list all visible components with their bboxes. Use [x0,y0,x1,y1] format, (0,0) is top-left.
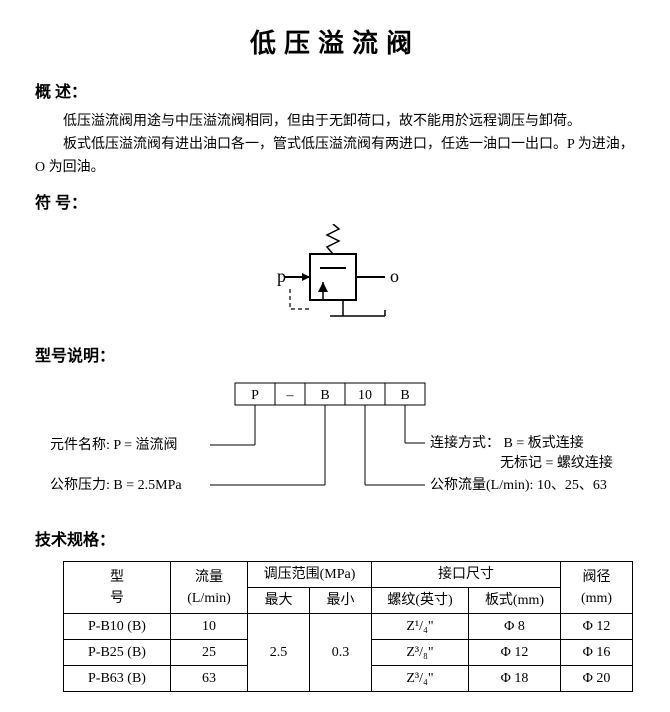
table-row: P-B10 (B) 10 2.5 0.3 Z¹/₄" Φ 8 Φ 12 [64,614,633,640]
cell-thread: Z³/₈" [372,640,469,666]
model-cell-0: P [251,388,259,403]
model-cell-1: – [286,388,295,403]
hdr-dia-bot: (mm) [569,588,624,609]
model-cell-4: B [400,388,409,403]
cell-dia: Φ 16 [561,640,633,666]
hdr-flow-top: 流量 [179,567,239,588]
cell-thread: Z³/₄" [372,666,469,692]
hdr-range: 调压范围(MPa) [248,562,372,588]
overview-p1: 低压溢流阀用途与中压溢流阀相同，但由于无卸荷口，故不能用於远程调压与卸荷。 [35,111,635,132]
hdr-port: 接口尺寸 [372,562,561,588]
cell-range-max: 2.5 [248,614,310,692]
spec-table: 型 号 流量 (L/min) 调压范围(MPa) 接口尺寸 阀径 (mm) 最大… [63,561,633,692]
cell-flow: 10 [171,614,248,640]
symbol-p-label: p [277,266,286,286]
model-head: 型号说明： [35,345,635,369]
model-left1-value: P = 溢流阀 [113,437,177,453]
hdr-dia-top: 阀径 [569,567,624,588]
overview-p2: 板式低压溢流阀有进出油口各一，管式低压溢流阀有两进口，任选一油口一出口。P 为进… [35,134,635,155]
cell-plate: Φ 8 [469,614,561,640]
svg-text:连接方式： B = 板式连接: 连接方式： B = 板式连接 [430,434,584,451]
symbol-head: 符 号： [35,192,635,216]
hdr-range-max: 最大 [248,588,310,614]
cell-plate: Φ 12 [469,640,561,666]
cell-range-min: 0.3 [310,614,372,692]
overview-head: 概 述： [35,81,635,105]
symbol-o-label: o [390,266,399,286]
hdr-port-plate: 板式(mm) [469,588,561,614]
model-diagram: P – B 10 B 元件名称: P = 溢流阀 公称压力: B = 2.5MP… [35,375,635,515]
cell-model: P-B63 (B) [64,666,171,692]
model-right2-label: 公称流量(L/min): [430,477,533,493]
model-left2-value: B = 2.5MPa [113,478,182,493]
model-right1-value2: 无标记 = 螺纹连接 [500,454,613,471]
cell-flow: 63 [171,666,248,692]
model-left2-label: 公称压力: [50,477,110,493]
cell-flow: 25 [171,640,248,666]
hdr-model-top: 型 [72,567,162,588]
model-cell-3: 10 [358,388,372,403]
cell-thread: Z¹/₄" [372,614,469,640]
hdr-port-thread: 螺纹(英寸) [372,588,469,614]
model-right2-value: 10、25、63 [537,478,607,493]
overview-p2b: O 为回油。 [35,157,635,178]
spec-head: 技术规格： [35,529,635,553]
svg-text:公称流量(L/min): 10、25、63: 公称流量(L/min): 10、25、63 [430,477,607,493]
model-left1-label: 元件名称: [50,437,110,453]
hdr-model-bot: 号 [72,588,162,609]
svg-text:公称压力: B = 2.5MPa: 公称压力: B = 2.5MPa [50,477,182,493]
model-right1-value: B = 板式连接 [504,434,584,451]
svg-text:元件名称: P = 溢流阀: 元件名称: P = 溢流阀 [50,437,178,453]
cell-dia: Φ 12 [561,614,633,640]
cell-dia: Φ 20 [561,666,633,692]
cell-model: P-B10 (B) [64,614,171,640]
hdr-range-min: 最小 [310,588,372,614]
cell-plate: Φ 18 [469,666,561,692]
page-title: 低压溢流阀 [35,24,635,63]
cell-model: P-B25 (B) [64,640,171,666]
model-right1-label: 连接方式： [430,434,500,451]
symbol-diagram: p o [35,224,635,331]
model-cell-2: B [320,388,329,403]
hdr-flow-bot: (L/min) [179,588,239,609]
